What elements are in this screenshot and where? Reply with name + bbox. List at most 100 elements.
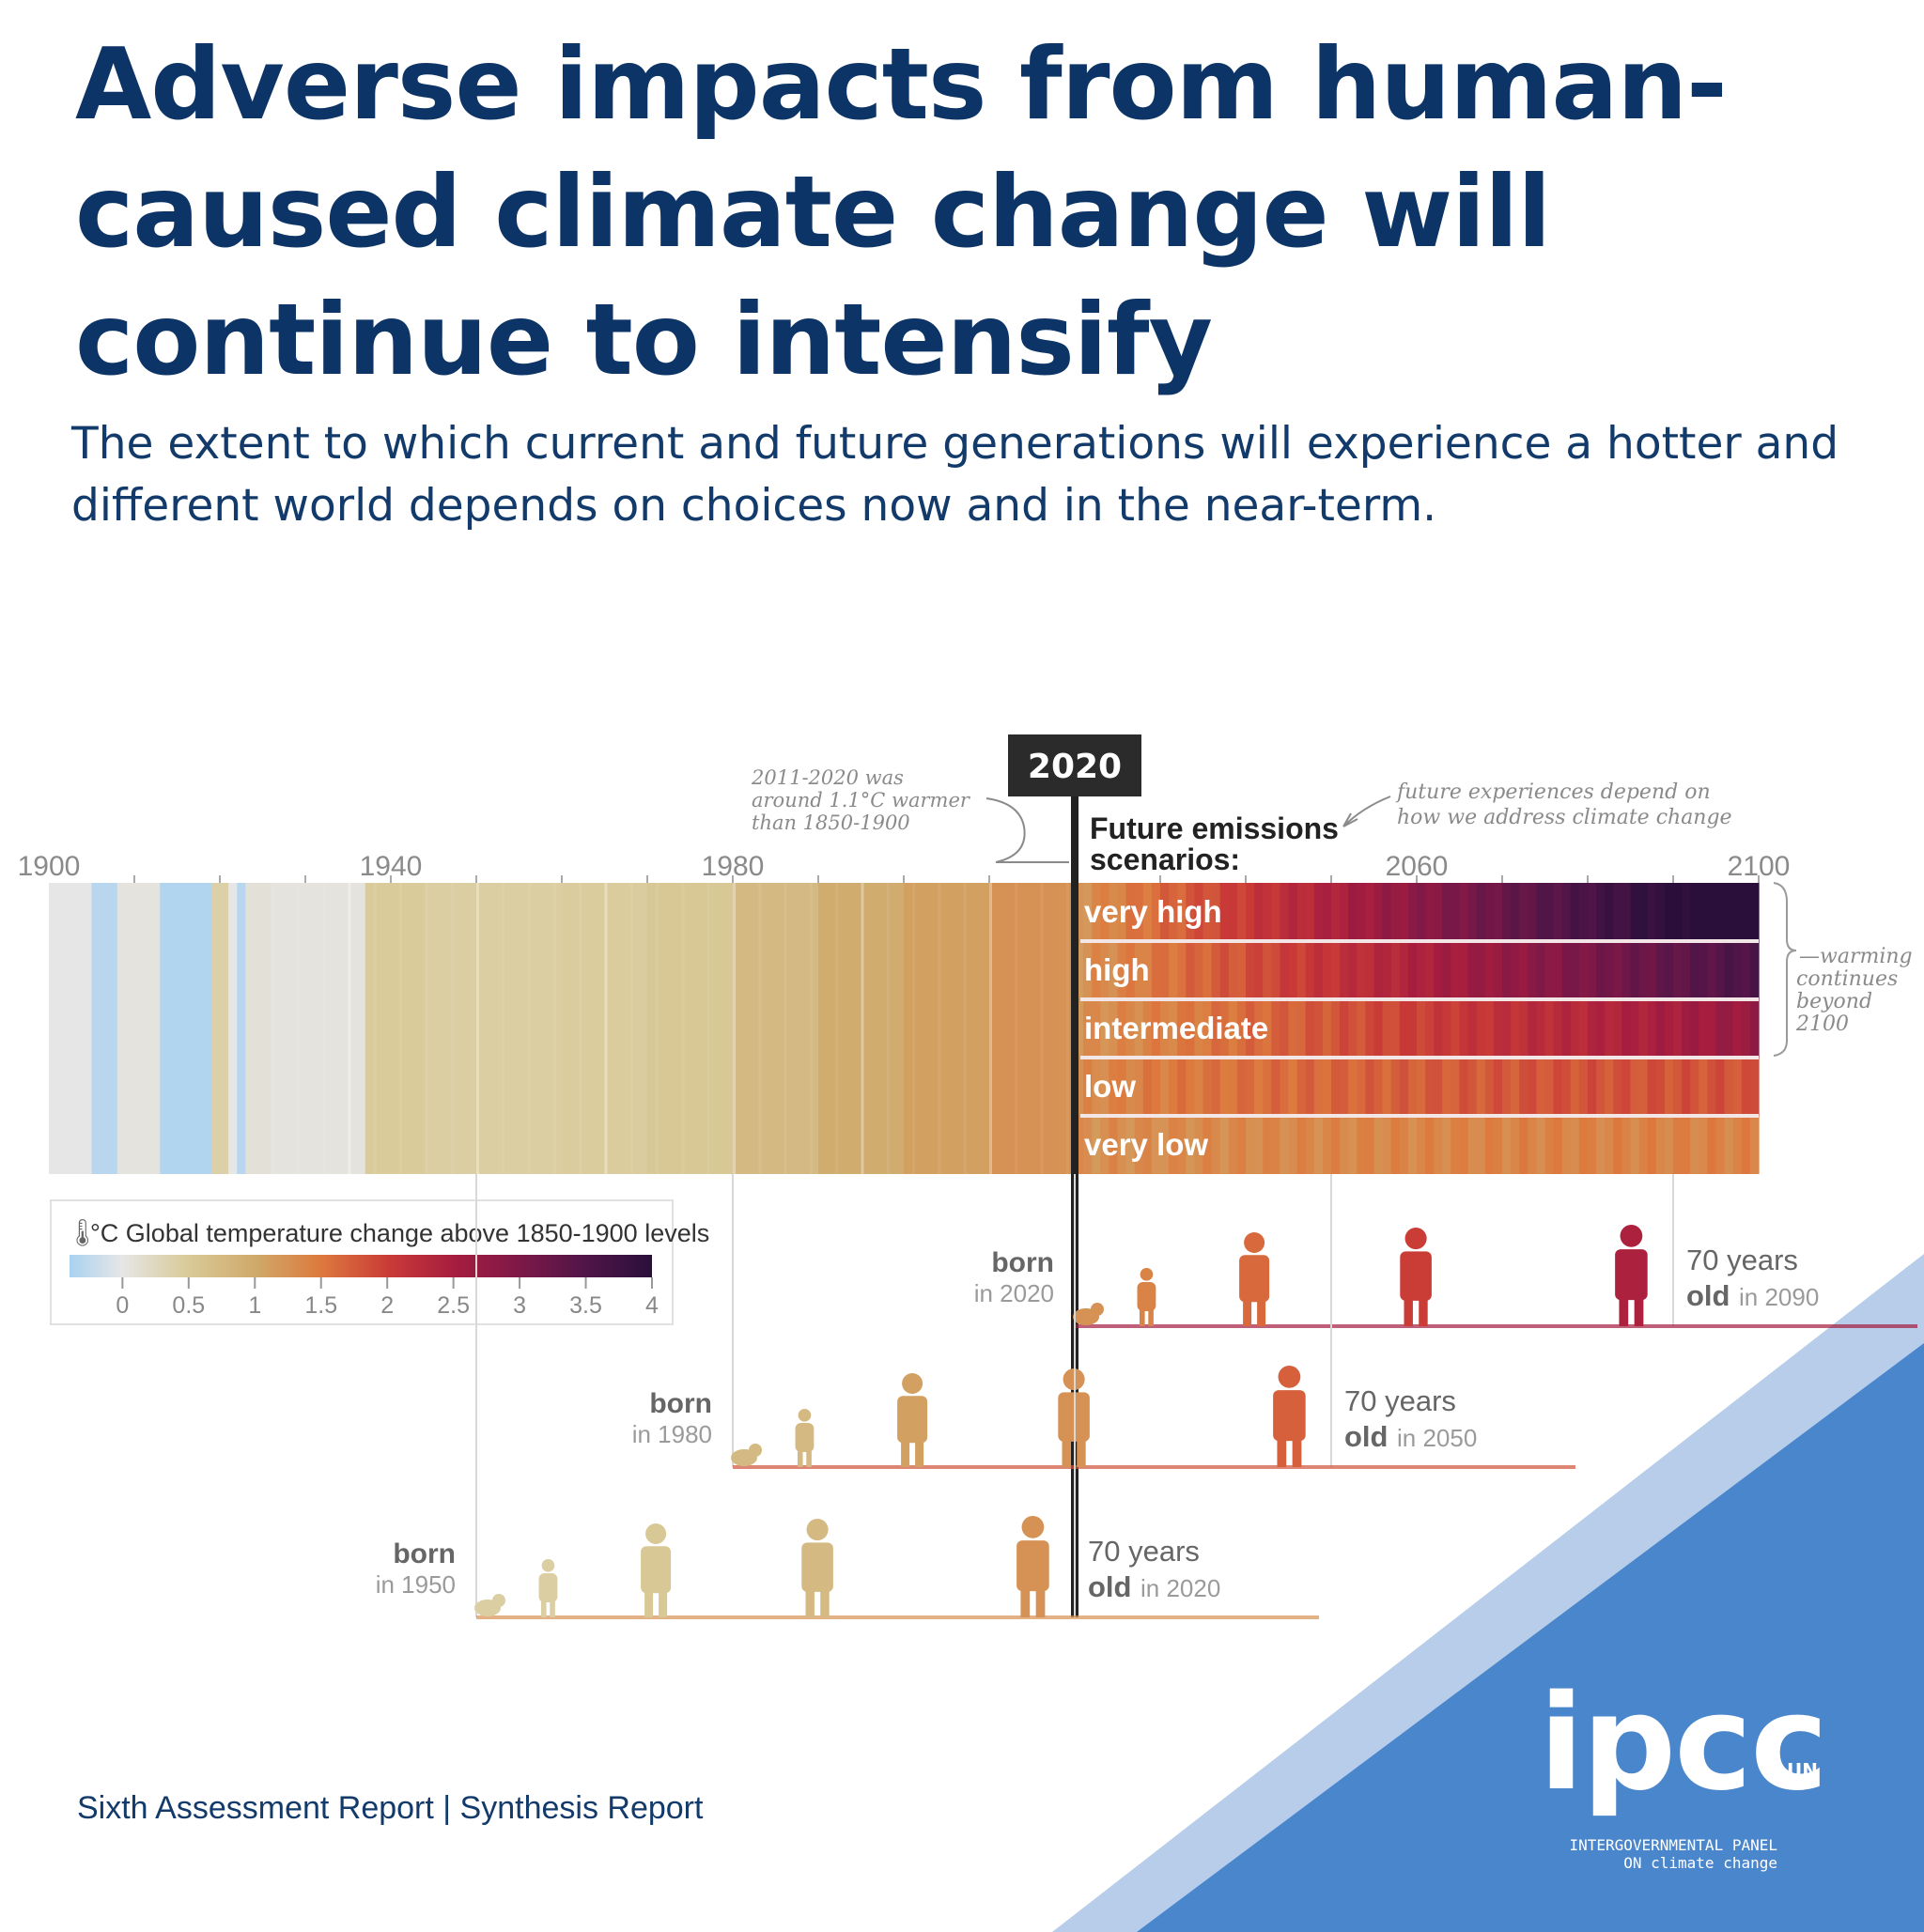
scenario-4-year-2042: [1263, 1116, 1272, 1174]
scenario-0-year-2047: [1305, 883, 1315, 941]
scenario-1-year-2085: [1630, 941, 1640, 999]
scenario-3-year-2031: [1169, 1058, 1178, 1116]
scenario-4-year-2068: [1484, 1116, 1495, 1174]
generation-0-born-label: born: [991, 1247, 1054, 1278]
scenario-4-year-2086: [1638, 1116, 1649, 1174]
scenario-4-year-2072: [1519, 1116, 1528, 1174]
scenario-4-year-2041: [1254, 1116, 1264, 1174]
scenario-4-year-2044: [1280, 1116, 1290, 1174]
historical-texture-1983: [758, 883, 762, 1174]
scenario-4-year-2094: [1707, 1116, 1717, 1174]
scenario-3-year-2045: [1288, 1058, 1298, 1116]
scenario-3-year-2072: [1519, 1058, 1528, 1116]
scenario-3-year-2085: [1630, 1058, 1640, 1116]
colorbar-tick-label-2: 1: [248, 1292, 261, 1319]
generation-2-figure-2: [641, 1523, 672, 1617]
scenario-2-year-2082: [1605, 999, 1614, 1058]
generation-2-old-year: in 2020: [1140, 1574, 1220, 1602]
scenario-0-year-2071: [1511, 883, 1520, 941]
scenario-4-year-2095: [1715, 1116, 1726, 1174]
scenario-0-year-2027: [1134, 883, 1144, 941]
scenario-4-year-2085: [1630, 1116, 1640, 1174]
logo-wordmark: ipcc: [1539, 1667, 1828, 1820]
scenario-1-year-2081: [1596, 941, 1606, 999]
generation-2-figure-4: [1016, 1516, 1049, 1617]
scenario-3-year-2095: [1715, 1058, 1726, 1116]
scenario-2-year-2042: [1263, 999, 1272, 1058]
scenario-1-year-2046: [1296, 941, 1307, 999]
historical-stripe-10: [425, 883, 494, 1174]
colorbar-tick-label-4: 2: [380, 1292, 394, 1319]
scenario-label-1: high: [1084, 952, 1150, 987]
generation-0-figure-1: [1137, 1268, 1156, 1326]
scenario-4-year-2029: [1151, 1116, 1161, 1174]
scenario-2-year-2039: [1236, 999, 1247, 1058]
scenario-0-year-2044: [1280, 883, 1290, 941]
scenario-3-year-2059: [1407, 1058, 1418, 1116]
scenario-1-year-2023: [1100, 941, 1109, 999]
scenario-1-year-2091: [1682, 941, 1691, 999]
scenario-1-year-2024: [1109, 941, 1119, 999]
scenario-1-year-2020: [1075, 941, 1084, 999]
scenario-3-year-2058: [1399, 1058, 1409, 1116]
scenario-2-year-2046: [1296, 999, 1307, 1058]
scenario-4-year-2037: [1219, 1116, 1230, 1174]
generation-2-figure-0: [474, 1594, 505, 1616]
scenario-2-year-2054: [1365, 999, 1375, 1058]
scenario-0-year-2094: [1707, 883, 1717, 941]
scenario-3-year-2027: [1134, 1058, 1144, 1116]
scenario-4-year-2023: [1100, 1116, 1109, 1174]
scenario-0-year-2060: [1417, 883, 1426, 941]
generation-1-old-label: old: [1344, 1420, 1389, 1453]
generation-0-figure-0: [1073, 1303, 1104, 1325]
scenario-4-year-2099: [1749, 1116, 1760, 1174]
historical-texture-1965: [604, 883, 608, 1174]
scenario-1-year-2056: [1382, 941, 1392, 999]
scenario-0-year-2050: [1331, 883, 1341, 941]
scenario-1-year-2083: [1613, 941, 1622, 999]
scenario-0-year-2068: [1484, 883, 1495, 941]
scenario-label-2: intermediate: [1084, 1011, 1268, 1045]
scenario-1-year-2038: [1228, 941, 1238, 999]
colorbar-tick-label-7: 3.5: [569, 1292, 602, 1319]
scenario-4-year-2022: [1092, 1116, 1101, 1174]
scenario-2-year-2033: [1186, 999, 1195, 1058]
scenario-3-year-2089: [1664, 1058, 1674, 1116]
scenario-1-year-2029: [1151, 941, 1161, 999]
scenario-4-year-2083: [1613, 1116, 1622, 1174]
scenario-4-year-2098: [1741, 1116, 1751, 1174]
scenario-3-year-2021: [1083, 1058, 1093, 1116]
scenario-3-year-2037: [1219, 1058, 1230, 1116]
scenario-3-year-2064: [1451, 1058, 1461, 1116]
scenario-3-year-2033: [1186, 1058, 1195, 1116]
scenario-2-year-2076: [1553, 999, 1563, 1058]
scenario-label-4: very low: [1084, 1127, 1208, 1162]
scenario-4-year-2031: [1169, 1116, 1178, 1174]
scenario-2-year-2094: [1707, 999, 1717, 1058]
scenario-3-year-2075: [1544, 1058, 1555, 1116]
scenario-1-year-2070: [1502, 941, 1512, 999]
scenario-2-year-2028: [1142, 999, 1153, 1058]
scenario-3-year-2048: [1313, 1058, 1324, 1116]
scenario-4-year-2032: [1177, 1116, 1187, 1174]
scenario-1-year-2090: [1673, 941, 1683, 999]
scenario-0-year-2073: [1528, 883, 1537, 941]
scenario-2-year-2031: [1169, 999, 1178, 1058]
scenario-0-year-2031: [1169, 883, 1178, 941]
historical-texture-1935: [348, 883, 351, 1174]
scenario-4-year-2043: [1271, 1116, 1280, 1174]
scenario-2-year-2081: [1596, 999, 1606, 1058]
scenario-1-year-2043: [1271, 941, 1280, 999]
scenario-2-year-2024: [1109, 999, 1119, 1058]
scenario-2-year-2022: [1092, 999, 1101, 1058]
scenario-2-year-2030: [1160, 999, 1170, 1058]
scenario-2-year-2032: [1177, 999, 1187, 1058]
scenario-1-year-2031: [1169, 941, 1178, 999]
generation-1-figure-2: [897, 1373, 928, 1467]
scenario-0-year-2083: [1613, 883, 1622, 941]
scenario-1-year-2097: [1732, 941, 1743, 999]
scenario-0-year-2058: [1399, 883, 1409, 941]
scenario-3-year-2084: [1621, 1058, 1632, 1116]
future-heading: Future emissions scenarios:: [1090, 811, 1347, 876]
scenario-3-year-2065: [1459, 1058, 1469, 1116]
